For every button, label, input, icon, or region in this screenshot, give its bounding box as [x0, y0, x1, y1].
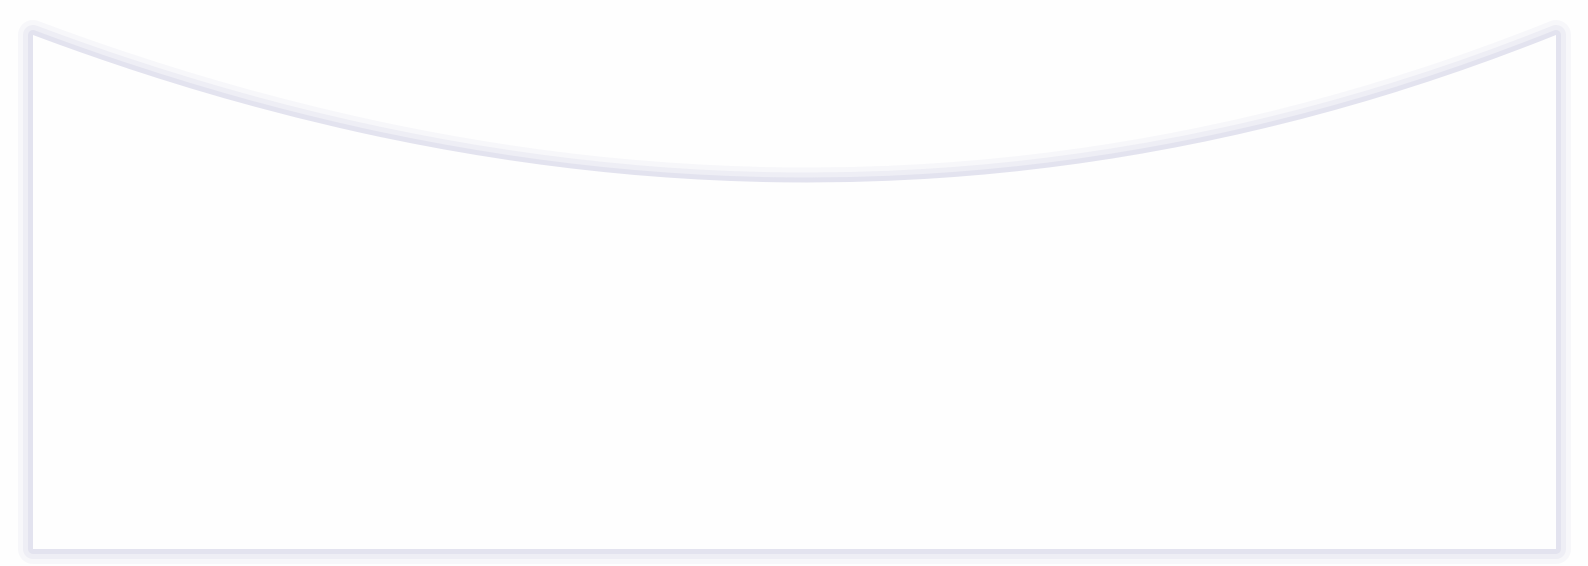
card-shadow-mid: [23, 25, 1566, 559]
card-surface: [33, 35, 1556, 549]
card-shadow-outer: [18, 20, 1571, 564]
card-shadow: [18, 20, 1571, 564]
card-shadow-inner: [28, 30, 1561, 554]
